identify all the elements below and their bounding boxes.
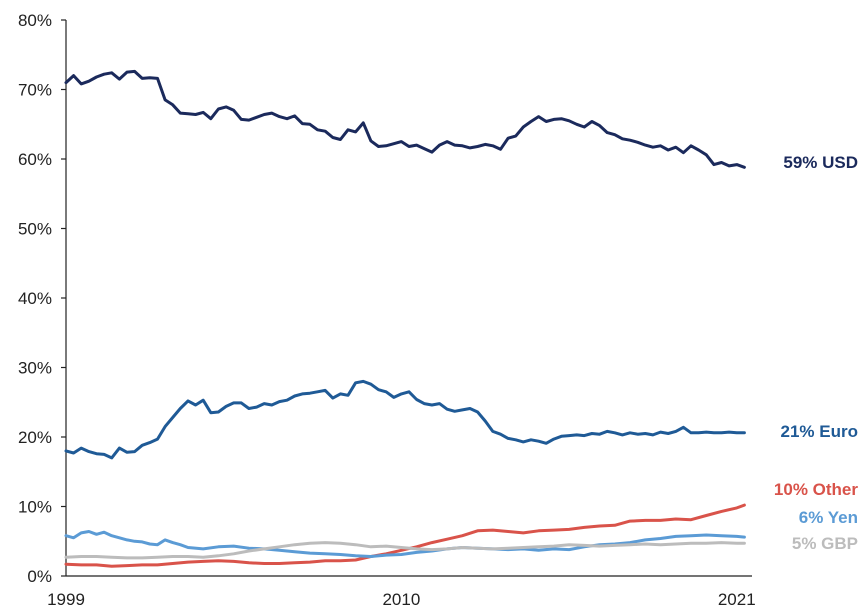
- y-tick-label: 50%: [18, 220, 52, 239]
- series-label-other: 10% Other: [774, 480, 858, 499]
- series-lines: [64, 69, 746, 568]
- series-line-euro: [64, 379, 746, 460]
- y-tick-label: 70%: [18, 81, 52, 100]
- y-tick-label: 80%: [18, 11, 52, 30]
- x-tick-label: 2010: [382, 590, 420, 609]
- y-tick-label: 0%: [27, 567, 52, 586]
- y-tick-label: 40%: [18, 289, 52, 308]
- chart-axes: [61, 19, 752, 577]
- y-tick-label: 20%: [18, 428, 52, 447]
- x-tick-label: 1999: [47, 590, 85, 609]
- series-label-usd: 59% USD: [783, 153, 858, 172]
- y-tick-label: 30%: [18, 359, 52, 378]
- series-label-yen: 6% Yen: [799, 508, 858, 527]
- y-axis-tick-labels: 0% 10% 20% 30% 40% 50% 60% 70% 80%: [18, 11, 52, 586]
- series-line-yen: [64, 530, 746, 558]
- series-label-euro: 21% Euro: [781, 422, 858, 441]
- series-label-gbp: 5% GBP: [792, 534, 858, 553]
- x-axis-tick-labels: 1999 2010 2021: [47, 590, 756, 609]
- series-line-gbp: [64, 541, 746, 560]
- y-tick-label: 10%: [18, 498, 52, 517]
- x-tick-label: 2021: [718, 590, 756, 609]
- series-line-usd: [64, 69, 746, 169]
- series-end-labels: 59% USD 21% Euro 10% Other 6% Yen 5% GBP: [774, 153, 858, 553]
- y-tick-label: 60%: [18, 150, 52, 169]
